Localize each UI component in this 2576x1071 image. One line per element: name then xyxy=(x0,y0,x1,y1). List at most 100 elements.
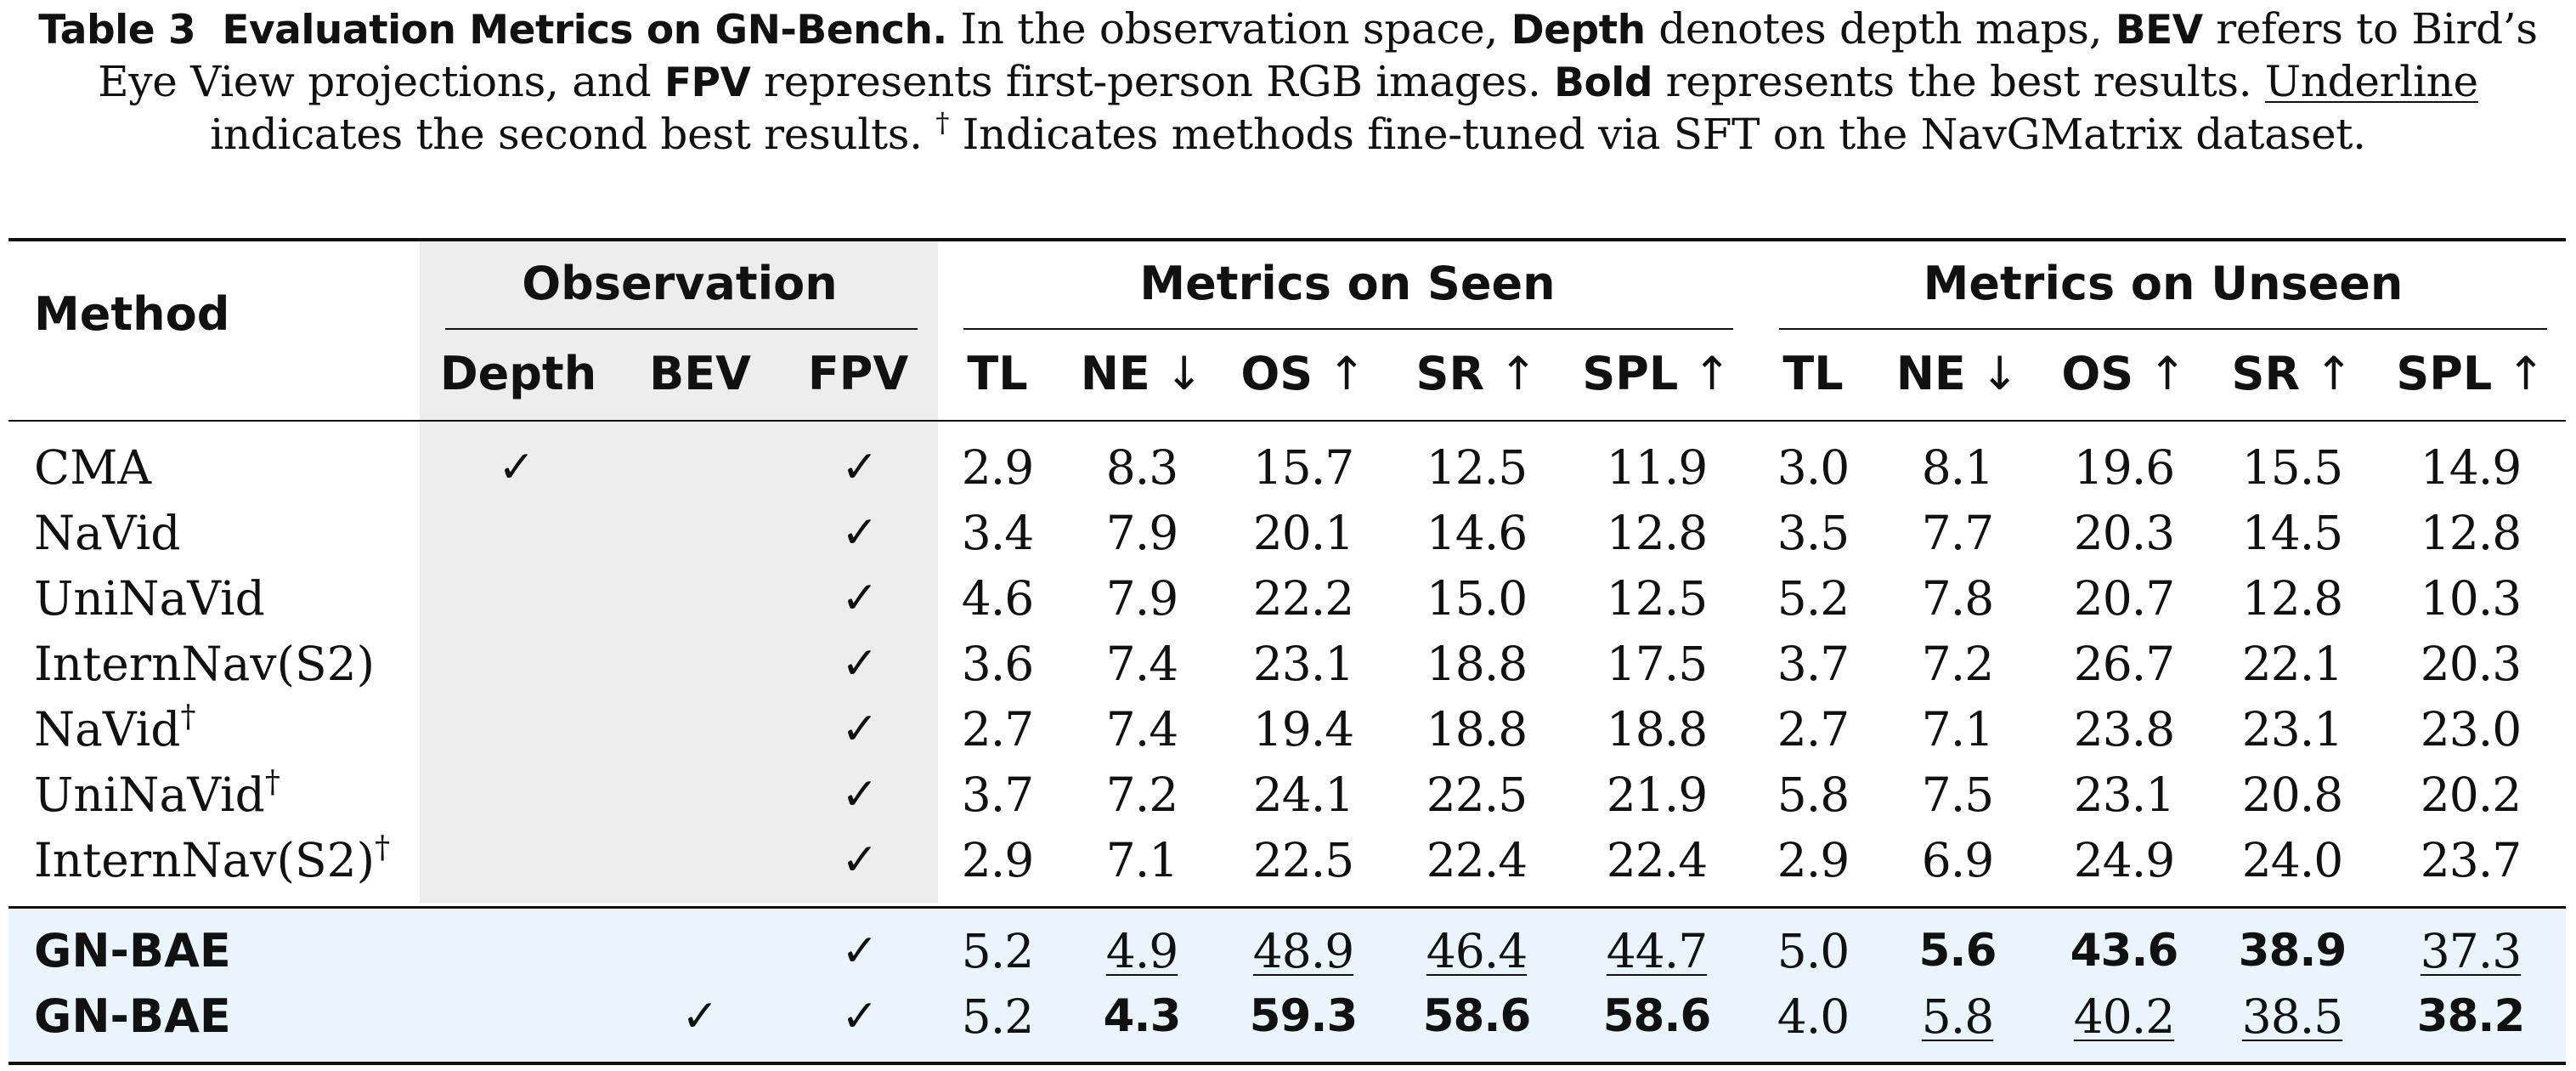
fpv-check-icon: ✓ xyxy=(841,507,878,558)
unseen-os-value: 23.8 xyxy=(2073,702,2175,756)
seen-ne-value: 7.4 xyxy=(1105,637,1178,691)
metric-name: OS xyxy=(2061,347,2134,400)
seen-tl-value: 2.7 xyxy=(961,702,1034,756)
seen-spl-value: 44.7 xyxy=(1606,924,1708,978)
unseen-spl-value: 20.2 xyxy=(2420,768,2522,822)
metric-name: SR xyxy=(2231,347,2301,400)
header-unseen-spl: SPL ↑ xyxy=(2396,348,2545,400)
seen-ne-value: 7.2 xyxy=(1105,768,1178,822)
unseen-ne-value: 6.9 xyxy=(1921,833,1994,887)
fpv-check-icon: ✓ xyxy=(841,442,878,493)
fpv-check-icon: ✓ xyxy=(841,926,878,977)
seen-tl-value: 4.6 xyxy=(961,571,1034,626)
caption-text-1: In the observation space, xyxy=(946,4,1511,54)
seen-os-value: 24.1 xyxy=(1252,768,1354,822)
unseen-os-value: 24.9 xyxy=(2073,833,2175,887)
seen-os-value: 22.5 xyxy=(1252,833,1354,887)
seen-spl-value: 21.9 xyxy=(1606,768,1708,822)
seen-tl-value: 3.7 xyxy=(961,768,1034,822)
unseen-cmidrule xyxy=(1779,328,2547,330)
dagger-mark: † xyxy=(375,830,391,865)
seen-os-value: 23.1 xyxy=(1252,637,1354,691)
arrow-up-icon: ↑ xyxy=(2133,347,2187,400)
unseen-os-value: 20.7 xyxy=(2073,571,2175,626)
header-fpv: FPV xyxy=(807,347,909,400)
fpv-check-icon: ✓ xyxy=(841,638,878,689)
unseen-os-value: 23.1 xyxy=(2073,768,2175,822)
table-row: UniNaVid† ✓ 3.7 7.2 24.1 22.5 21.9 5.8 7.5 23.1 20… xyxy=(0,762,2576,827)
unseen-os-value: 20.3 xyxy=(2073,506,2175,560)
table-row: InternNav(S2)† ✓ 2.9 7.1 22.5 22.4 22.4 2.9 6.9 2… xyxy=(0,828,2576,892)
seen-os-value: 59.3 xyxy=(1249,990,1359,1042)
unseen-tl-value: 3.7 xyxy=(1777,637,1850,691)
caption-underline: Underline xyxy=(2264,57,2478,106)
method-name: InternNav(S2)† xyxy=(34,830,391,888)
caption-title: Evaluation Metrics on GN-Bench. xyxy=(222,7,947,54)
method-name: GN-BAE xyxy=(34,924,231,978)
header-observation: Observation xyxy=(522,257,838,310)
seen-os-value: 19.4 xyxy=(1252,702,1354,756)
fpv-check-icon: ✓ xyxy=(841,769,878,820)
unseen-spl-value: 20.3 xyxy=(2420,637,2522,691)
header-seen-sr: SR ↑ xyxy=(1416,348,1538,400)
header-bev: BEV xyxy=(649,347,751,400)
unseen-tl-value: 5.8 xyxy=(1777,768,1850,822)
method-name: GN-BAE xyxy=(34,989,231,1043)
unseen-ne-value: 7.7 xyxy=(1921,506,1994,560)
seen-os-value: 48.9 xyxy=(1252,924,1354,978)
metric-name: SR xyxy=(1415,347,1485,400)
seen-sr-value: 22.5 xyxy=(1426,768,1528,822)
caption-label: Table 3 xyxy=(38,7,196,54)
seen-sr-value: 18.8 xyxy=(1426,702,1528,756)
table-row: CMA ✓ ✓ 2.9 8.3 15.7 12.5 11.9 3.0 8.1 19.6 15.5 14.… xyxy=(0,435,2576,500)
header-seen-ne: NE ↓ xyxy=(1081,348,1204,400)
metric-name: TL xyxy=(967,347,1028,400)
unseen-tl-value: 3.0 xyxy=(1777,440,1850,495)
seen-ne-value: 4.3 xyxy=(1103,990,1182,1042)
unseen-spl-value: 12.8 xyxy=(2420,506,2522,560)
seen-spl-value: 22.4 xyxy=(1606,833,1708,887)
header-unseen-ne: NE ↓ xyxy=(1896,348,2020,400)
arrow-down-icon: ↓ xyxy=(1150,347,1204,400)
table-row: NaVid† ✓ 2.7 7.4 19.4 18.8 18.8 2.7 7.1 23.8 23.1 2… xyxy=(0,697,2576,762)
method-name: UniNaVid† xyxy=(34,765,280,823)
unseen-sr-value: 20.8 xyxy=(2241,768,2343,822)
header-seen-tl: TL xyxy=(967,348,1027,400)
seen-spl-value: 18.8 xyxy=(1606,702,1708,756)
seen-sr-value: 22.4 xyxy=(1426,833,1528,887)
header-seen-spl: SPL ↑ xyxy=(1582,348,1731,400)
unseen-tl-value: 2.7 xyxy=(1777,702,1850,756)
method-name: CMA xyxy=(34,440,152,495)
arrow-up-icon: ↑ xyxy=(1678,347,1731,400)
fpv-check-icon: ✓ xyxy=(841,835,878,886)
unseen-ne-value: 7.8 xyxy=(1921,571,1994,626)
unseen-sr-value: 12.8 xyxy=(2241,571,2343,626)
header-unseen-os: OS ↑ xyxy=(2061,348,2186,400)
unseen-os-value: 40.2 xyxy=(2073,989,2175,1044)
caption-bev: BEV xyxy=(2115,7,2203,54)
seen-ne-value: 4.9 xyxy=(1105,924,1178,978)
arrow-up-icon: ↑ xyxy=(1484,347,1538,400)
table-row: UniNaVid ✓ 4.6 7.9 22.2 15.0 12.5 5.2 7.8 20.7 12.… xyxy=(0,566,2576,631)
unseen-ne-value: 8.1 xyxy=(1921,440,1994,495)
caption-text-7: Indicates methods fine-tuned via SFT on … xyxy=(949,110,2366,159)
unseen-os-value: 43.6 xyxy=(2070,925,2179,977)
unseen-tl-value: 3.5 xyxy=(1777,506,1850,560)
observation-cmidrule xyxy=(445,328,918,330)
table-row: NaVid ✓ 3.4 7.9 20.1 14.6 12.8 3.5 7.7 20.3 14.5 12… xyxy=(0,501,2576,565)
unseen-spl-value: 14.9 xyxy=(2420,440,2522,495)
seen-os-value: 15.7 xyxy=(1252,440,1354,495)
seen-os-value: 22.2 xyxy=(1252,571,1354,626)
unseen-sr-value: 15.5 xyxy=(2241,440,2343,495)
seen-ne-value: 7.9 xyxy=(1105,506,1178,560)
gn-bae-separator-rule xyxy=(8,906,2566,909)
unseen-sr-value: 22.1 xyxy=(2241,637,2343,691)
unseen-tl-value: 4.0 xyxy=(1777,989,1850,1044)
seen-sr-value: 14.6 xyxy=(1426,506,1528,560)
table-row: InternNav(S2) ✓ 3.6 7.4 23.1 18.8 17.5 3.7 7.2 26… xyxy=(0,632,2576,696)
arrow-up-icon: ↑ xyxy=(1313,347,1366,400)
header-metrics-unseen: Metrics on Unseen xyxy=(1923,257,2404,310)
method-name: NaVid† xyxy=(34,700,196,757)
seen-sr-value: 18.8 xyxy=(1426,637,1528,691)
header-unseen-sr: SR ↑ xyxy=(2232,348,2353,400)
